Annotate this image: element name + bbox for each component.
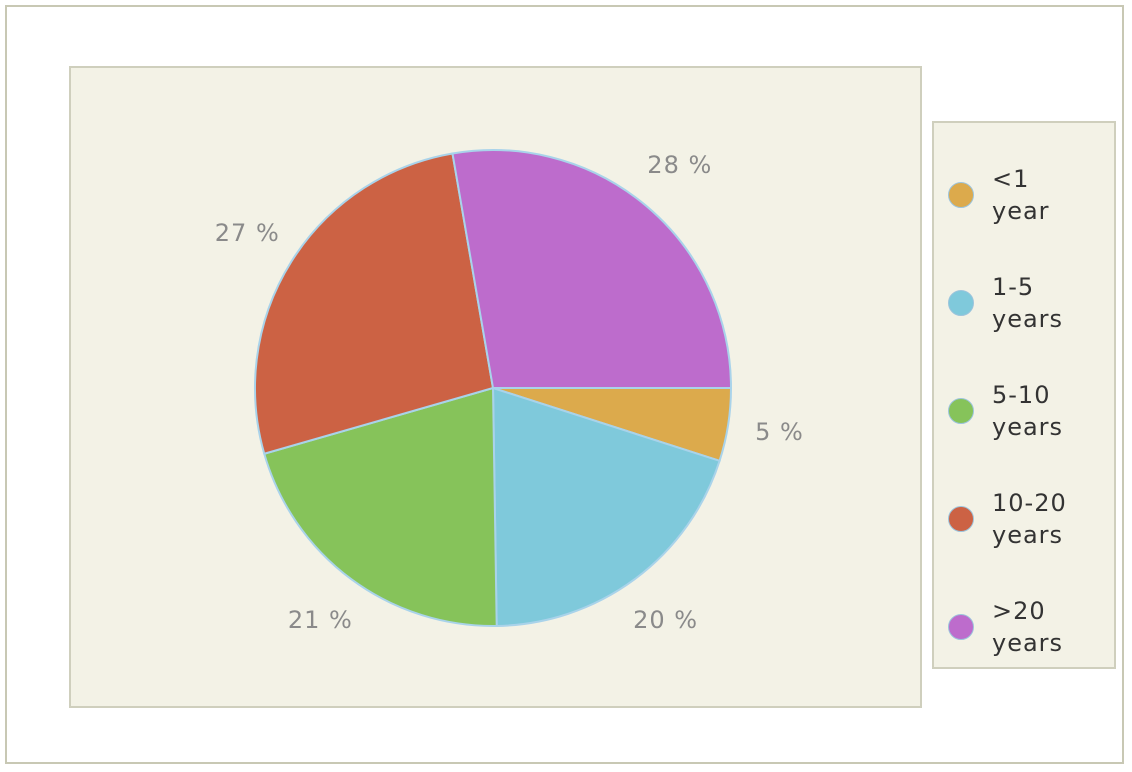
legend-item: 10-20 years xyxy=(948,465,1114,573)
legend-item: >20 years xyxy=(948,573,1114,681)
data-label: 5 % xyxy=(755,418,804,446)
legend-swatch xyxy=(948,506,974,532)
legend-item: 1-5 years xyxy=(948,249,1114,357)
data-label: 20 % xyxy=(633,606,698,634)
legend-swatch xyxy=(948,182,974,208)
pie-slice xyxy=(263,386,498,627)
legend-label: 10-20 years xyxy=(992,489,1067,549)
frame xyxy=(5,5,1124,764)
legend-label: >20 years xyxy=(992,597,1064,657)
pie-slice xyxy=(451,149,733,389)
legend-item: 5-10 years xyxy=(948,357,1114,465)
pie-slice xyxy=(254,152,495,455)
pie-slice xyxy=(491,386,721,627)
legend-swatch xyxy=(948,398,974,424)
legend-swatch xyxy=(948,614,974,640)
data-label: 27 % xyxy=(215,219,280,247)
legend-swatch xyxy=(948,290,974,316)
legend-label: 5-10 years xyxy=(992,381,1064,441)
legend-item: <1 year xyxy=(948,141,1114,249)
legend-label: <1 year xyxy=(992,165,1050,225)
legend-label: 1-5 years xyxy=(992,273,1064,333)
data-label: 21 % xyxy=(288,606,353,634)
data-label: 28 % xyxy=(647,151,712,179)
legend: <1 year 1-5 years 5-10 years 10-20 years >20… xyxy=(932,121,1116,669)
